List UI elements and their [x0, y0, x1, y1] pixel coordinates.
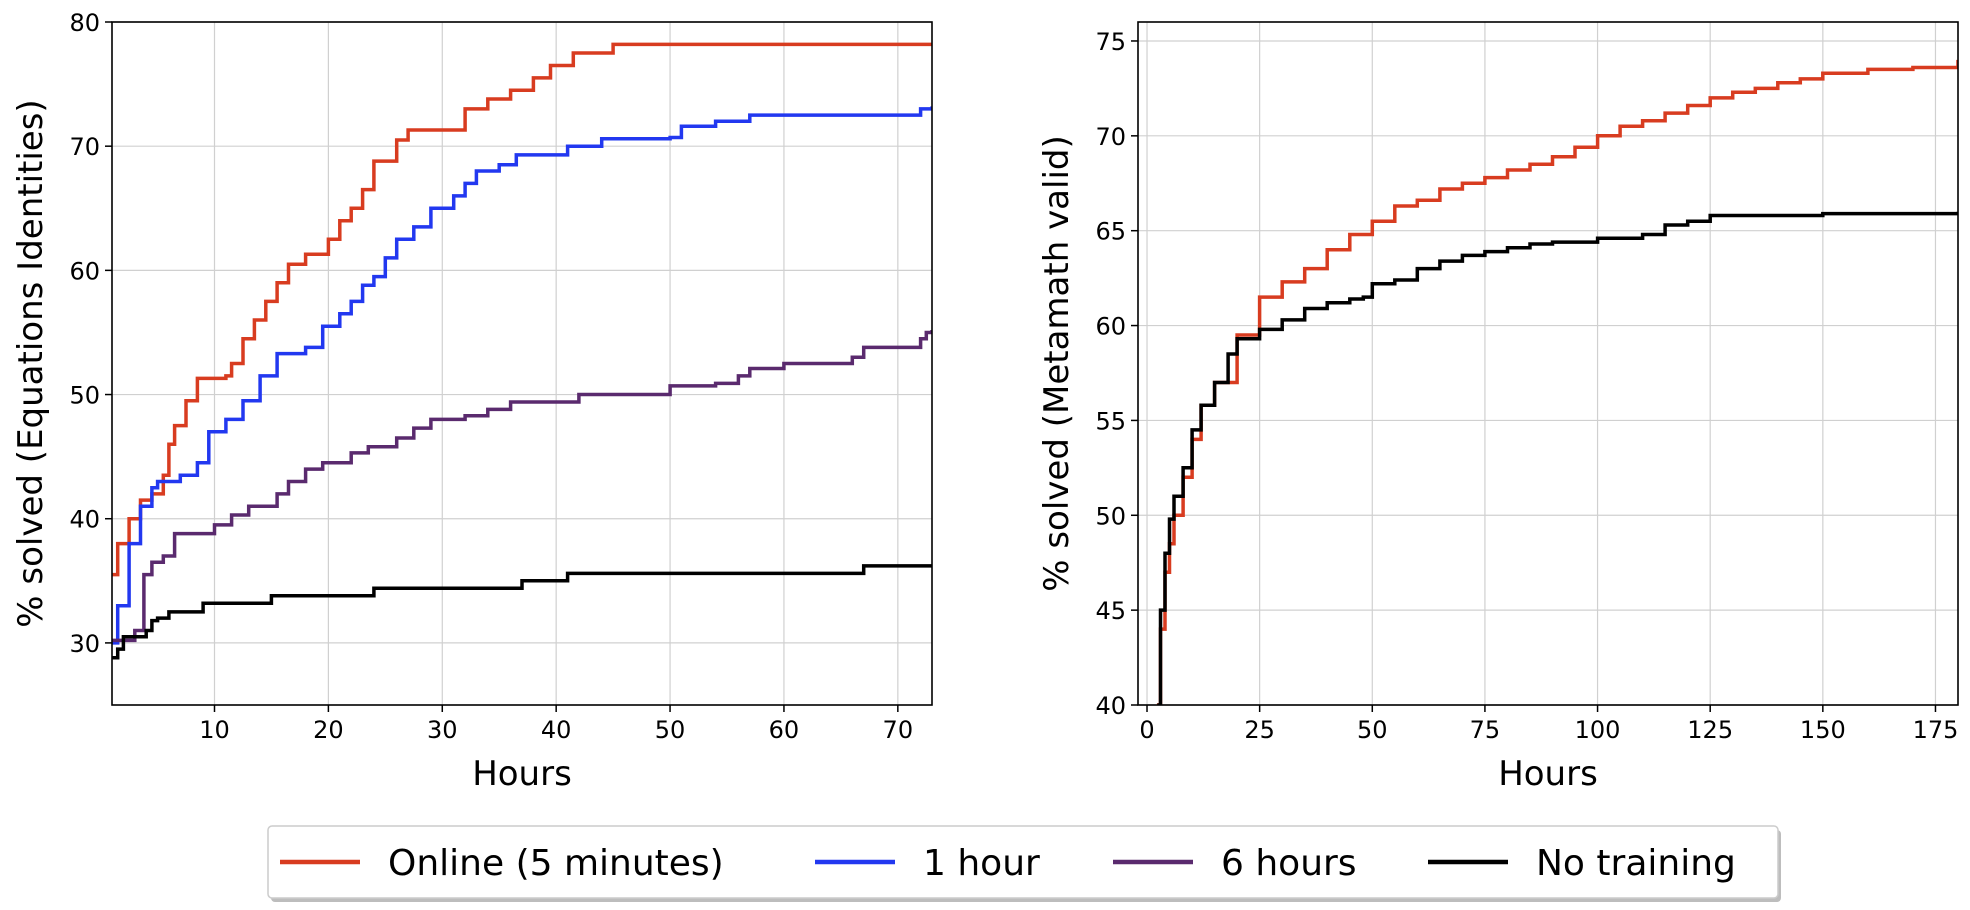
y-axis-label: % solved (Metamath valid) — [1037, 135, 1077, 592]
series-line-six-hours — [112, 330, 932, 643]
x-axis-label: Hours — [472, 754, 572, 794]
y-tick-label: 65 — [1095, 218, 1126, 246]
y-tick-label: 60 — [69, 257, 100, 285]
legend-label-no-training: No training — [1536, 843, 1736, 884]
series-line-no-training — [1157, 211, 1958, 705]
legend-label-one-hour: 1 hour — [923, 843, 1040, 884]
x-tick-label: 30 — [427, 716, 458, 744]
x-tick-label: 0 — [1139, 716, 1154, 744]
x-tick-label: 60 — [769, 716, 800, 744]
x-tick-label: 40 — [541, 716, 572, 744]
plot-frame — [111, 21, 933, 706]
y-axis-label: % solved (Equations Identities) — [11, 99, 51, 627]
x-tick-label: 10 — [199, 716, 230, 744]
x-tick-label: 100 — [1575, 716, 1621, 744]
legend-label-online: Online (5 minutes) — [388, 843, 724, 884]
x-tick-label: 70 — [883, 716, 914, 744]
x-tick-label: 75 — [1470, 716, 1501, 744]
y-tick-label: 50 — [1095, 502, 1126, 530]
y-tick-label: 40 — [1095, 692, 1126, 720]
series-line-no-training — [112, 564, 932, 660]
y-tick-label: 75 — [1095, 28, 1126, 56]
x-tick-label: 50 — [655, 716, 686, 744]
y-tick-label: 50 — [69, 382, 100, 410]
plot-frame — [1137, 21, 1959, 706]
series-line-online — [1156, 59, 1958, 705]
x-tick-label: 125 — [1687, 716, 1733, 744]
legend: Online (5 minutes) 1 hour 6 hours No traini… — [267, 825, 1781, 902]
y-tick-label: 80 — [69, 9, 100, 37]
y-tick-label: 70 — [1095, 123, 1126, 151]
series-line-one-hour — [112, 106, 932, 645]
y-tick-label: 60 — [1095, 313, 1126, 341]
x-tick-label: 25 — [1244, 716, 1275, 744]
y-tick-label: 70 — [69, 133, 100, 161]
right-chart-panel: 0 25 50 75 100 125 150 175 40 45 50 55 60 65 70 75 Hours… — [1037, 21, 1959, 794]
x-tick-label: 50 — [1357, 716, 1388, 744]
legend-box — [267, 825, 1779, 899]
x-tick-label: 20 — [313, 716, 344, 744]
legend-label-six-hours: 6 hours — [1221, 843, 1357, 884]
x-tick-label: 150 — [1800, 716, 1846, 744]
x-axis-label: Hours — [1498, 754, 1598, 794]
x-tick-label: 175 — [1913, 716, 1959, 744]
y-tick-label: 55 — [1095, 407, 1126, 435]
y-tick-label: 40 — [69, 506, 100, 534]
y-tick-label: 45 — [1095, 597, 1126, 625]
left-chart-panel: 10 20 30 40 50 60 70 30 40 50 60 70 80 Hours % solved … — [11, 9, 933, 794]
y-tick-label: 30 — [69, 630, 100, 658]
series-line-online — [112, 42, 932, 577]
